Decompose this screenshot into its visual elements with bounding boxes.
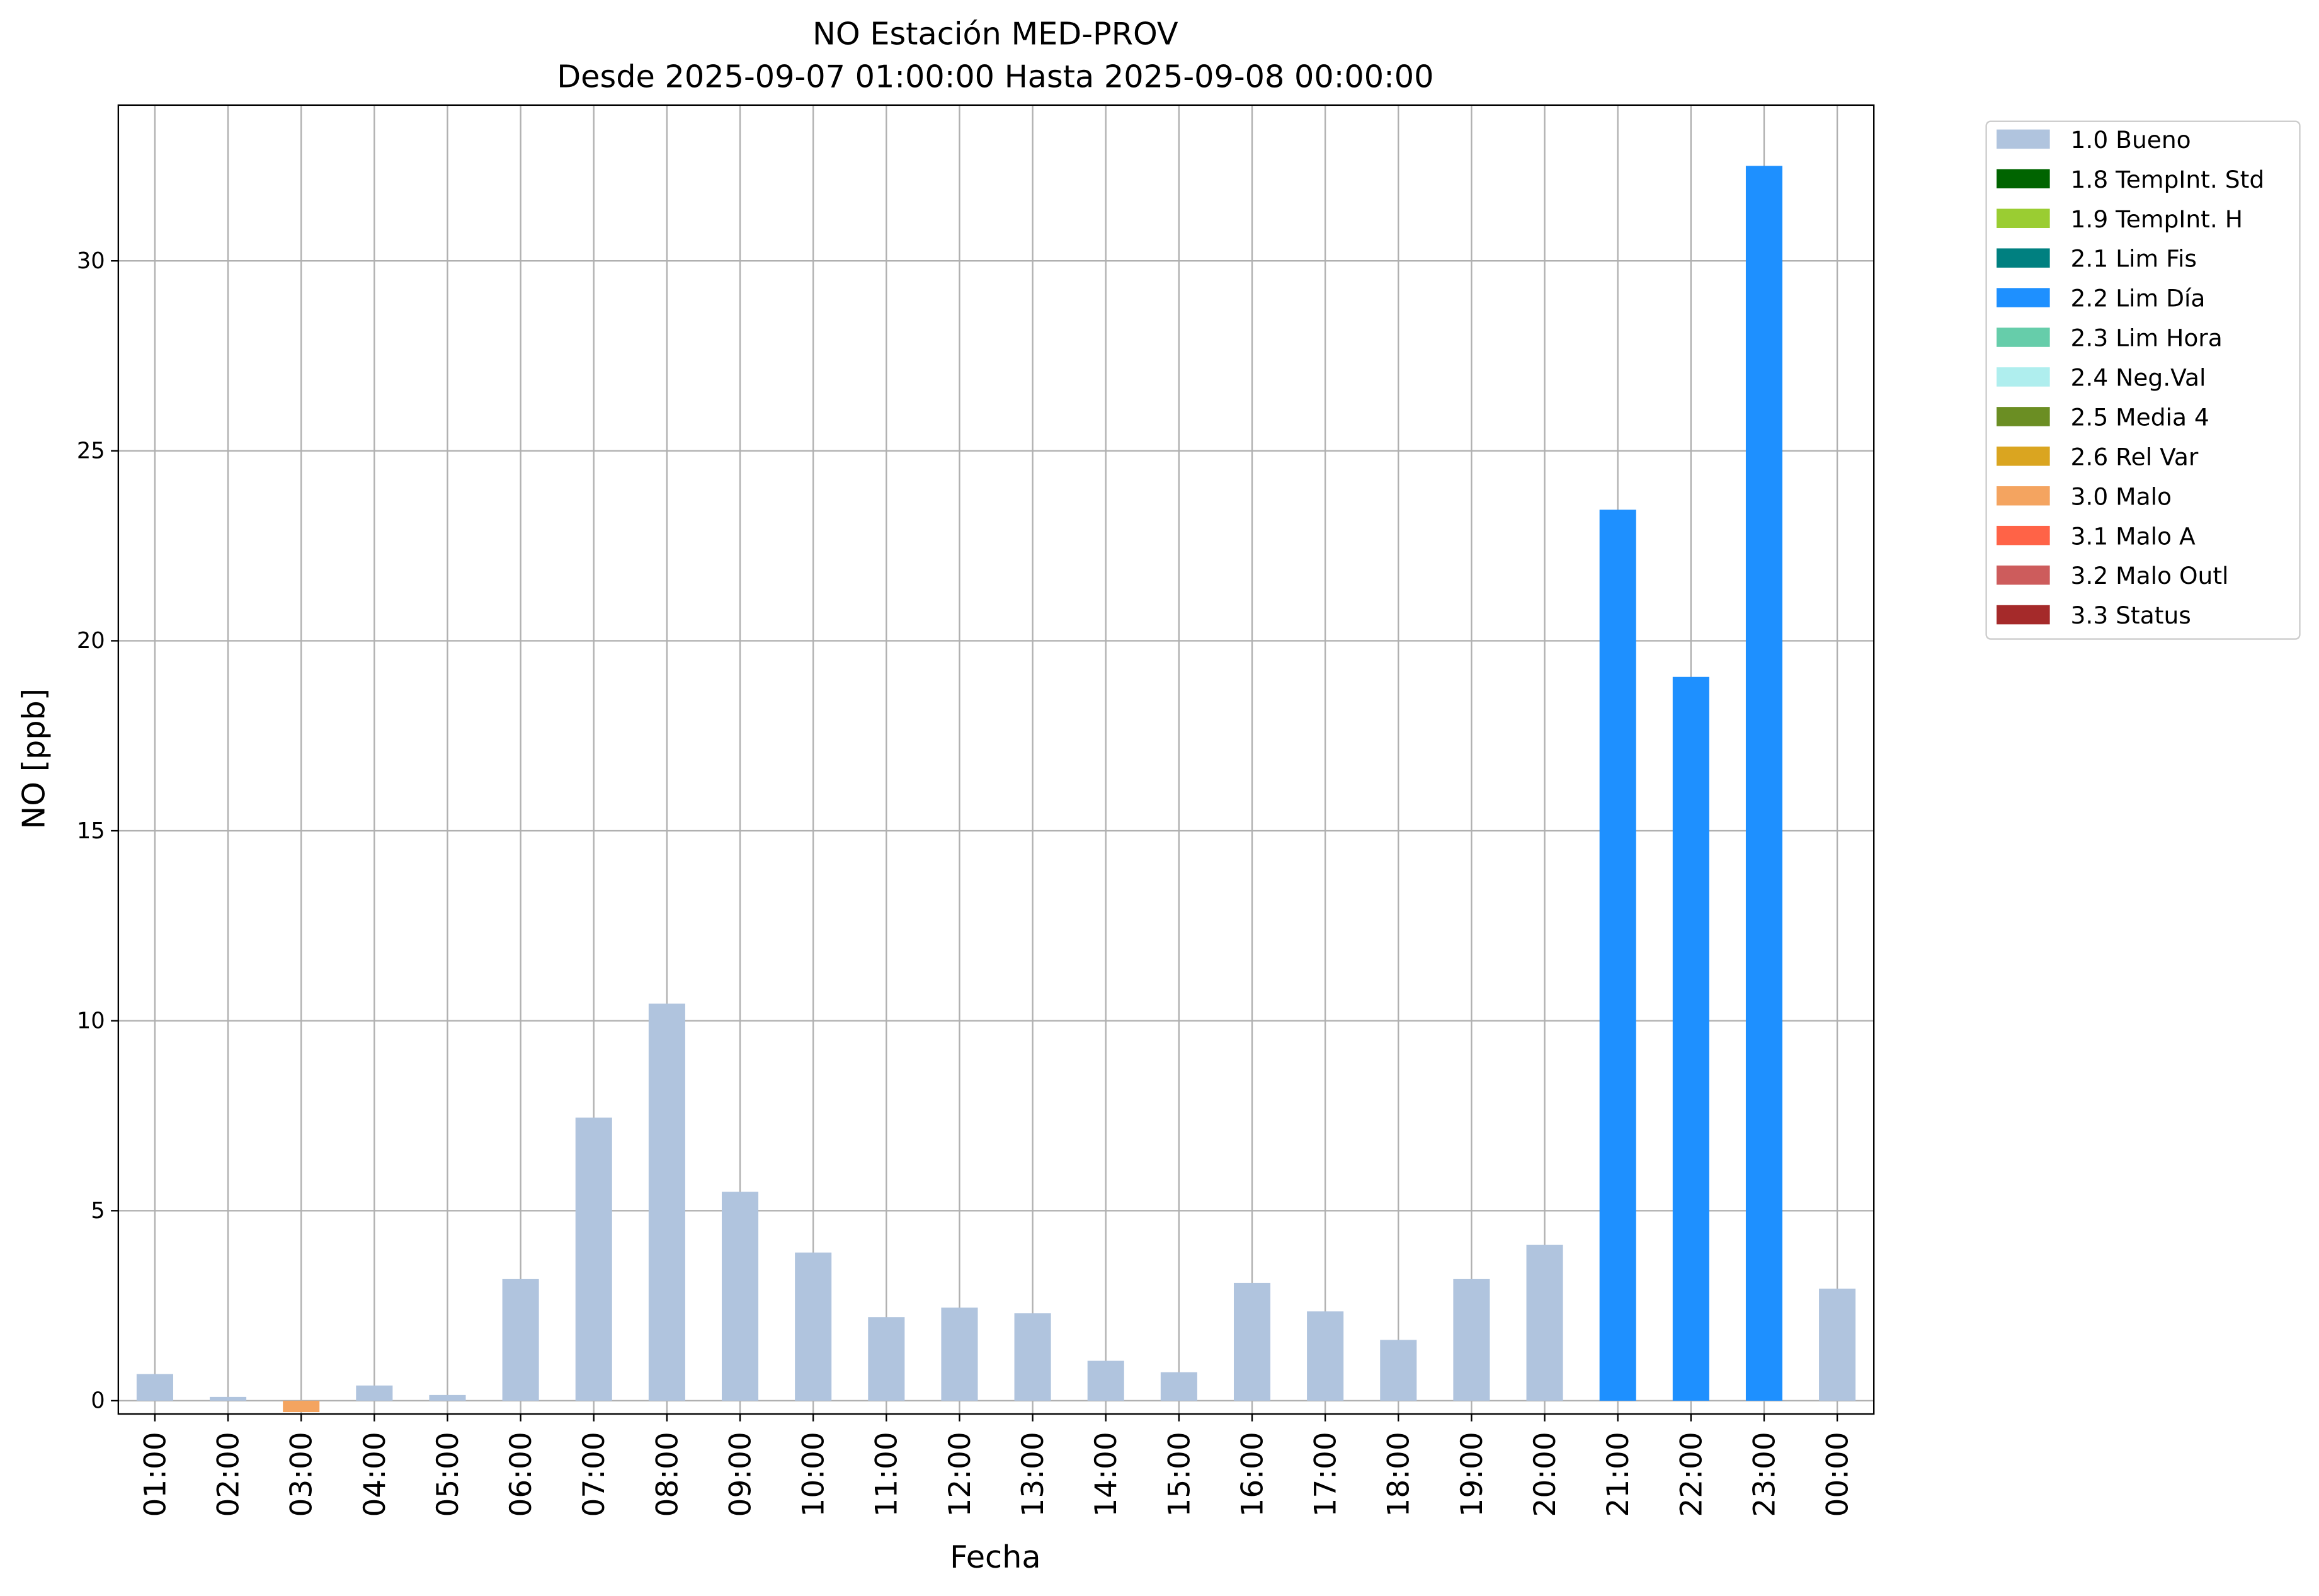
- bar: [210, 1396, 247, 1401]
- x-tick-label: 17:00: [1309, 1432, 1343, 1517]
- x-tick-label: 14:00: [1089, 1432, 1124, 1517]
- legend-swatch: [1997, 208, 2050, 228]
- bar: [502, 1279, 539, 1401]
- x-tick-label: 19:00: [1455, 1432, 1490, 1517]
- x-tick-label: 13:00: [1016, 1432, 1051, 1517]
- bar: [1819, 1288, 1856, 1401]
- legend-swatch: [1997, 367, 2050, 387]
- y-tick-label: 25: [77, 438, 105, 464]
- x-tick-label: 01:00: [138, 1432, 173, 1517]
- x-tick-label: 18:00: [1382, 1432, 1416, 1517]
- bar: [1087, 1360, 1124, 1401]
- x-tick-label: 20:00: [1528, 1432, 1563, 1517]
- y-tick-label: 5: [91, 1198, 105, 1224]
- legend-swatch: [1997, 565, 2050, 585]
- bar: [1599, 510, 1636, 1401]
- legend: 1.0 Bueno 1.8 TempInt. Std 1.9 TempInt. H 2…: [1997, 126, 2264, 629]
- bar: [1307, 1311, 1344, 1401]
- legend-label: 2.6 Rel Var: [2071, 443, 2199, 470]
- legend-swatch: [1997, 605, 2050, 625]
- x-tick-label: 16:00: [1235, 1432, 1270, 1517]
- y-tick-label: 15: [77, 818, 105, 844]
- legend-label: 2.5 Media 4: [2071, 403, 2209, 431]
- bar: [1526, 1245, 1563, 1401]
- legend-swatch: [1997, 129, 2050, 149]
- bar: [1453, 1279, 1490, 1401]
- y-tick-label: 0: [91, 1388, 105, 1414]
- y-axis-label: NO [ppb]: [15, 688, 52, 829]
- x-tick-label: 05:00: [431, 1432, 465, 1517]
- y-tick-label: 20: [77, 628, 105, 654]
- legend-swatch: [1997, 447, 2050, 466]
- legend-label: 3.2 Malo Outl: [2071, 562, 2229, 590]
- chart-title: NO Estación MED-PROV: [812, 16, 1178, 52]
- legend-label: 3.3 Status: [2071, 601, 2191, 629]
- x-tick-label: 12:00: [943, 1432, 977, 1517]
- bar: [1014, 1313, 1051, 1401]
- legend-swatch: [1997, 328, 2050, 347]
- legend-label: 3.1 Malo A: [2071, 522, 2196, 550]
- bar: [648, 1003, 685, 1401]
- y-tick-label: 30: [77, 248, 105, 274]
- bar: [429, 1394, 466, 1401]
- x-tick-label: 23:00: [1747, 1432, 1782, 1517]
- x-tick-label: 04:00: [358, 1432, 392, 1517]
- legend-label: 1.9 TempInt. H: [2071, 205, 2243, 233]
- x-tick-label: 00:00: [1821, 1432, 1855, 1517]
- x-tick-label: 10:00: [797, 1432, 831, 1517]
- bar: [1160, 1372, 1197, 1401]
- bar: [575, 1117, 612, 1401]
- bar: [1745, 166, 1783, 1401]
- x-tick-label: 07:00: [577, 1432, 612, 1517]
- x-tick-label: 03:00: [285, 1432, 319, 1517]
- labels: 0 5 10 15 20 25 30 01:00 02:00 03:00 04:00 05:00 06:…: [77, 248, 1855, 1517]
- legend-swatch: [1997, 486, 2050, 506]
- x-tick-label: 02:00: [212, 1432, 246, 1517]
- bar: [1672, 676, 1709, 1401]
- x-tick-label: 09:00: [723, 1432, 758, 1517]
- legend-swatch: [1997, 248, 2050, 268]
- chart-subtitle: Desde 2025-09-07 01:00:00 Hasta 2025-09-…: [557, 59, 1433, 95]
- legend-label: 2.4 Neg.Val: [2071, 364, 2206, 392]
- bar: [941, 1308, 978, 1401]
- legend-label: 2.3 Lim Hora: [2071, 324, 2223, 352]
- legend-box: [1985, 120, 2301, 640]
- x-tick-label: 08:00: [650, 1432, 685, 1517]
- bar: [136, 1374, 173, 1401]
- x-tick-label: 21:00: [1601, 1432, 1636, 1517]
- x-axis-label: Fecha: [950, 1539, 1041, 1575]
- bar: [283, 1400, 320, 1413]
- bar: [1380, 1340, 1417, 1401]
- bar: [1233, 1282, 1271, 1401]
- bar: [868, 1317, 905, 1401]
- x-tick-label: 06:00: [504, 1432, 538, 1517]
- bar: [356, 1385, 393, 1401]
- x-tick-label: 22:00: [1674, 1432, 1709, 1517]
- legend-label: 1.0 Bueno: [2071, 126, 2191, 154]
- bars: [136, 166, 1856, 1413]
- legend-label: 2.1 Lim Fis: [2071, 245, 2197, 273]
- legend-swatch: [1997, 288, 2050, 307]
- legend-swatch: [1997, 169, 2050, 189]
- legend-label: 2.2 Lim Día: [2071, 285, 2206, 312]
- y-tick-label: 10: [77, 1008, 105, 1034]
- legend-label: 3.0 Malo: [2071, 482, 2172, 510]
- bar: [795, 1252, 832, 1401]
- legend-label: 1.8 TempInt. Std: [2071, 166, 2265, 193]
- axes-frame: [117, 104, 1875, 1415]
- bar: [722, 1192, 759, 1401]
- legend-swatch: [1997, 407, 2050, 426]
- x-tick-label: 11:00: [870, 1432, 904, 1517]
- x-tick-label: 15:00: [1162, 1432, 1197, 1517]
- legend-swatch: [1997, 525, 2050, 545]
